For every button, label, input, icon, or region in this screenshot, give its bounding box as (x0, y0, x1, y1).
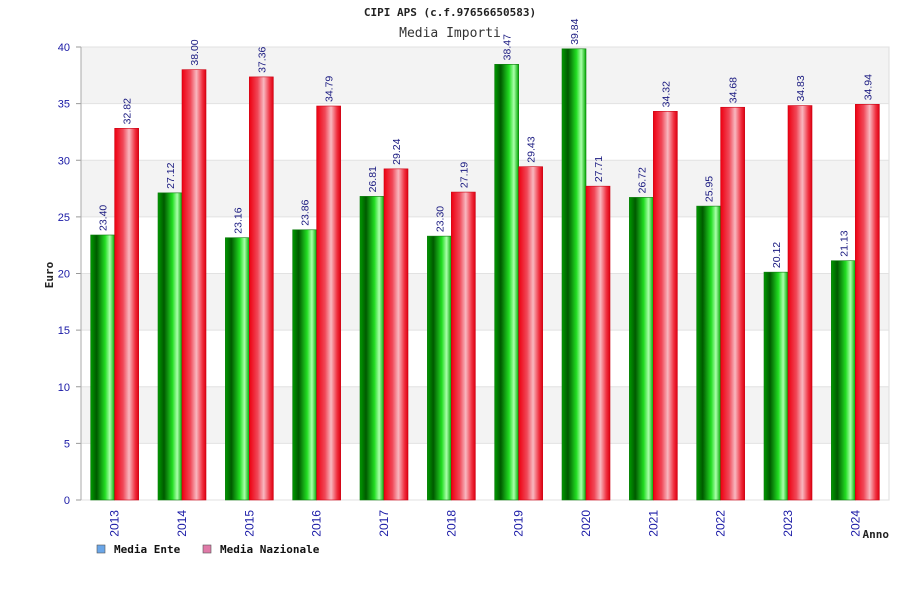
bar-media-nazionale (518, 166, 543, 501)
legend-label: Media Nazionale (220, 543, 320, 556)
x-tick-label: 2024 (848, 510, 862, 537)
bar-media-nazionale (181, 69, 207, 501)
x-axis-ticks: 2013 2014 2015 2016 2017 2018 2019 2020 2021 2022… (108, 510, 863, 537)
legend-label: Media Ente (114, 543, 181, 556)
y-axis-label: Euro (43, 261, 56, 288)
plot-background (80, 46, 890, 501)
plot-band (81, 443, 889, 500)
y-axis-ticks: 0 5 10 15 20 25 30 35 40 (58, 42, 82, 507)
y-tick-label: 5 (64, 438, 70, 450)
data-label: 27.12 (165, 162, 177, 188)
bar-media-nazionale (585, 185, 611, 501)
x-tick-label: 2022 (714, 510, 728, 537)
data-label: 20.12 (771, 242, 783, 268)
bar-media-ente (696, 205, 721, 501)
data-label: 29.43 (526, 136, 538, 162)
bar-media-ente (292, 229, 317, 501)
plot-band (81, 386, 889, 444)
plot-band (81, 216, 889, 274)
bar-media-ente (359, 196, 385, 501)
data-label: 21.13 (838, 230, 850, 256)
bar-media-nazionale (787, 105, 813, 501)
bar-media-nazionale (451, 191, 476, 501)
chart-title: CIPI APS (c.f.97656650583) (364, 6, 536, 19)
data-label: 34.32 (660, 81, 672, 107)
data-labels: 23.40 32.82 27.12 38.00 23.16 37.36 23.86 34.79… (98, 18, 875, 268)
data-label: 23.16 (232, 207, 244, 233)
x-tick-label: 2014 (175, 510, 189, 537)
bar-media-nazionale (855, 104, 880, 501)
data-label: 27.71 (593, 156, 605, 182)
legend: Media Ente Media Nazionale (96, 543, 320, 556)
data-label: 39.84 (569, 18, 581, 44)
gridlines (81, 46, 889, 501)
chart-subtitle: Media Importi (399, 26, 501, 41)
data-label: 23.40 (98, 205, 110, 231)
y-tick-label: 15 (58, 325, 70, 337)
bar-media-nazionale (114, 128, 139, 501)
data-label: 26.81 (367, 166, 379, 192)
y-tick-label: 25 (58, 212, 70, 224)
data-label: 34.68 (728, 77, 740, 103)
bar-media-ente (831, 260, 856, 501)
data-label: 38.47 (502, 34, 514, 60)
plot-band (81, 330, 889, 387)
x-tick-label: 2023 (781, 510, 795, 537)
bar-media-ente (494, 64, 519, 501)
bar-media-ente (157, 192, 183, 501)
x-tick-label: 2021 (646, 510, 660, 537)
data-label: 32.82 (122, 98, 134, 124)
bar-media-nazionale (653, 111, 678, 501)
legend-swatch (96, 544, 106, 554)
data-label: 34.94 (862, 74, 874, 100)
y-tick-label: 35 (58, 99, 70, 111)
plot-band (81, 103, 889, 161)
data-label: 37.36 (256, 46, 268, 72)
plot-band (81, 273, 889, 331)
bars (90, 48, 880, 501)
data-label: 34.83 (795, 75, 807, 101)
data-label: 29.24 (391, 138, 403, 164)
x-tick-label: 2018 (444, 510, 458, 537)
bar-media-ente (561, 48, 587, 501)
y-tick-label: 20 (58, 269, 70, 281)
data-label: 25.95 (704, 176, 716, 202)
bar-media-ente (427, 235, 452, 501)
x-tick-label: 2017 (377, 510, 391, 537)
x-tick-label: 2020 (579, 510, 593, 537)
y-tick-label: 10 (58, 382, 70, 394)
plot-band (81, 160, 889, 217)
data-label: 23.30 (434, 206, 446, 232)
x-tick-label: 2015 (242, 510, 256, 537)
bar-media-nazionale (249, 76, 274, 501)
plot-band (81, 47, 889, 104)
x-tick-label: 2013 (108, 510, 122, 537)
bar-media-ente (225, 237, 250, 501)
bar-media-ente (90, 234, 115, 501)
data-label: 34.79 (324, 76, 336, 102)
y-tick-label: 30 (58, 155, 70, 167)
x-tick-label: 2016 (310, 510, 324, 537)
bar-media-nazionale (316, 105, 341, 501)
bar-media-nazionale (383, 168, 409, 501)
y-tick-label: 0 (64, 495, 70, 507)
x-axis-label: Anno (863, 528, 890, 541)
x-tick-label: 2019 (512, 510, 526, 537)
y-tick-label: 40 (58, 42, 70, 54)
bar-media-ente (629, 197, 654, 501)
data-label: 38.00 (189, 39, 201, 65)
bar-media-ente (763, 271, 789, 501)
bar-media-nazionale (720, 106, 745, 501)
data-label: 27.19 (458, 162, 470, 188)
data-label: 23.86 (300, 199, 312, 225)
data-label: 26.72 (636, 167, 648, 193)
legend-swatch (202, 544, 212, 554)
